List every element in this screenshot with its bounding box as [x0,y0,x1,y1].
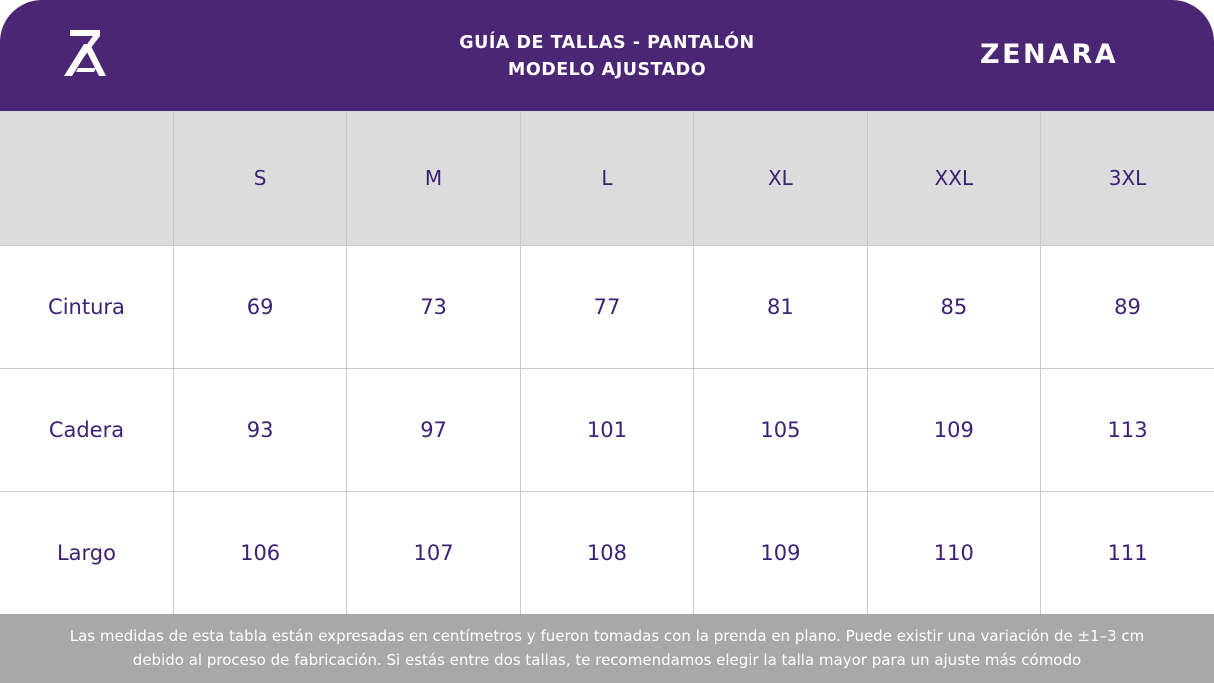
size-header: L [519,111,695,246]
table-cell: 109 [693,490,868,615]
footer-note: Las medidas de esta tabla están expresad… [0,614,1214,683]
footer-line-2: debido al proceso de fabricación. Si est… [132,651,1082,669]
size-header: XXL [866,111,1042,246]
table-cell: 81 [693,244,868,369]
table-cell: 107 [346,490,521,615]
table-row: Largo 106 107 108 109 110 111 [0,490,1214,615]
brand-name: ZENARA [980,39,1119,70]
size-header: XL [693,111,868,246]
size-header: M [346,111,521,246]
table-cell: 73 [346,244,521,369]
table-header-row: S M L XL XXL 3XL [0,111,1214,246]
row-label: Cintura [0,244,174,369]
row-label: Cadera [0,367,174,492]
title-line-1: GUÍA DE TALLAS - PANTALÓN [459,33,755,53]
page-title: GUÍA DE TALLAS - PANTALÓN MODELO AJUSTAD… [0,30,1214,84]
table-cell: 85 [866,244,1042,369]
table-cell: 105 [693,367,868,492]
corner-cell [0,111,174,246]
title-line-2: MODELO AJUSTADO [507,60,707,80]
table-cell: 93 [172,367,348,492]
table-cell: 89 [1040,244,1214,369]
footer-line-1: Las medidas de esta tabla están expresad… [69,627,1145,645]
table-row: Cintura 69 73 77 81 85 89 [0,244,1214,369]
table-cell: 109 [866,367,1042,492]
header-banner: GUÍA DE TALLAS - PANTALÓN MODELO AJUSTAD… [0,0,1214,111]
table-cell: 110 [866,490,1042,615]
table-cell: 101 [519,367,695,492]
brand-logo-icon [64,30,106,76]
table-row: Cadera 93 97 101 105 109 113 [0,367,1214,492]
table-cell: 113 [1040,367,1214,492]
size-table: S M L XL XXL 3XL Cintura 69 73 77 81 85 … [0,111,1214,615]
size-header: S [172,111,348,246]
table-cell: 111 [1040,490,1214,615]
table-cell: 97 [346,367,521,492]
size-header: 3XL [1040,111,1214,246]
table-cell: 106 [172,490,348,615]
row-label: Largo [0,490,174,615]
table-cell: 108 [519,490,695,615]
table-cell: 77 [519,244,695,369]
table-cell: 69 [172,244,348,369]
